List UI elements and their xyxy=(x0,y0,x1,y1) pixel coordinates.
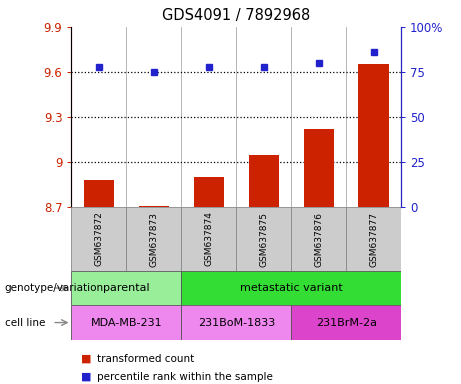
Bar xyxy=(236,207,291,271)
Text: ■: ■ xyxy=(81,372,91,382)
Text: cell line: cell line xyxy=(5,318,45,328)
Bar xyxy=(71,305,181,340)
Bar xyxy=(181,305,291,340)
Bar xyxy=(139,206,169,207)
Text: metastatic variant: metastatic variant xyxy=(240,283,343,293)
Bar xyxy=(303,129,334,207)
Text: ■: ■ xyxy=(81,354,91,364)
Text: percentile rank within the sample: percentile rank within the sample xyxy=(97,372,273,382)
Text: GSM637875: GSM637875 xyxy=(259,212,268,266)
Bar xyxy=(181,207,236,271)
Text: GSM637872: GSM637872 xyxy=(95,212,103,266)
Text: transformed count: transformed count xyxy=(97,354,194,364)
Bar xyxy=(194,177,224,207)
Bar xyxy=(181,271,401,305)
Bar xyxy=(291,207,346,271)
Text: GSM637874: GSM637874 xyxy=(204,212,213,266)
Text: GSM637876: GSM637876 xyxy=(314,212,323,266)
Bar xyxy=(84,180,114,207)
Title: GDS4091 / 7892968: GDS4091 / 7892968 xyxy=(162,8,310,23)
Bar xyxy=(126,207,181,271)
Text: 231BoM-1833: 231BoM-1833 xyxy=(198,318,275,328)
Text: genotype/variation: genotype/variation xyxy=(5,283,104,293)
Bar xyxy=(71,271,181,305)
Bar xyxy=(291,305,401,340)
Text: GSM637877: GSM637877 xyxy=(369,212,378,266)
Text: parental: parental xyxy=(103,283,150,293)
Bar xyxy=(71,207,126,271)
Bar xyxy=(346,207,401,271)
Bar xyxy=(248,155,279,207)
Text: GSM637873: GSM637873 xyxy=(149,212,159,266)
Bar xyxy=(359,65,389,207)
Text: 231BrM-2a: 231BrM-2a xyxy=(316,318,377,328)
Text: MDA-MB-231: MDA-MB-231 xyxy=(90,318,162,328)
